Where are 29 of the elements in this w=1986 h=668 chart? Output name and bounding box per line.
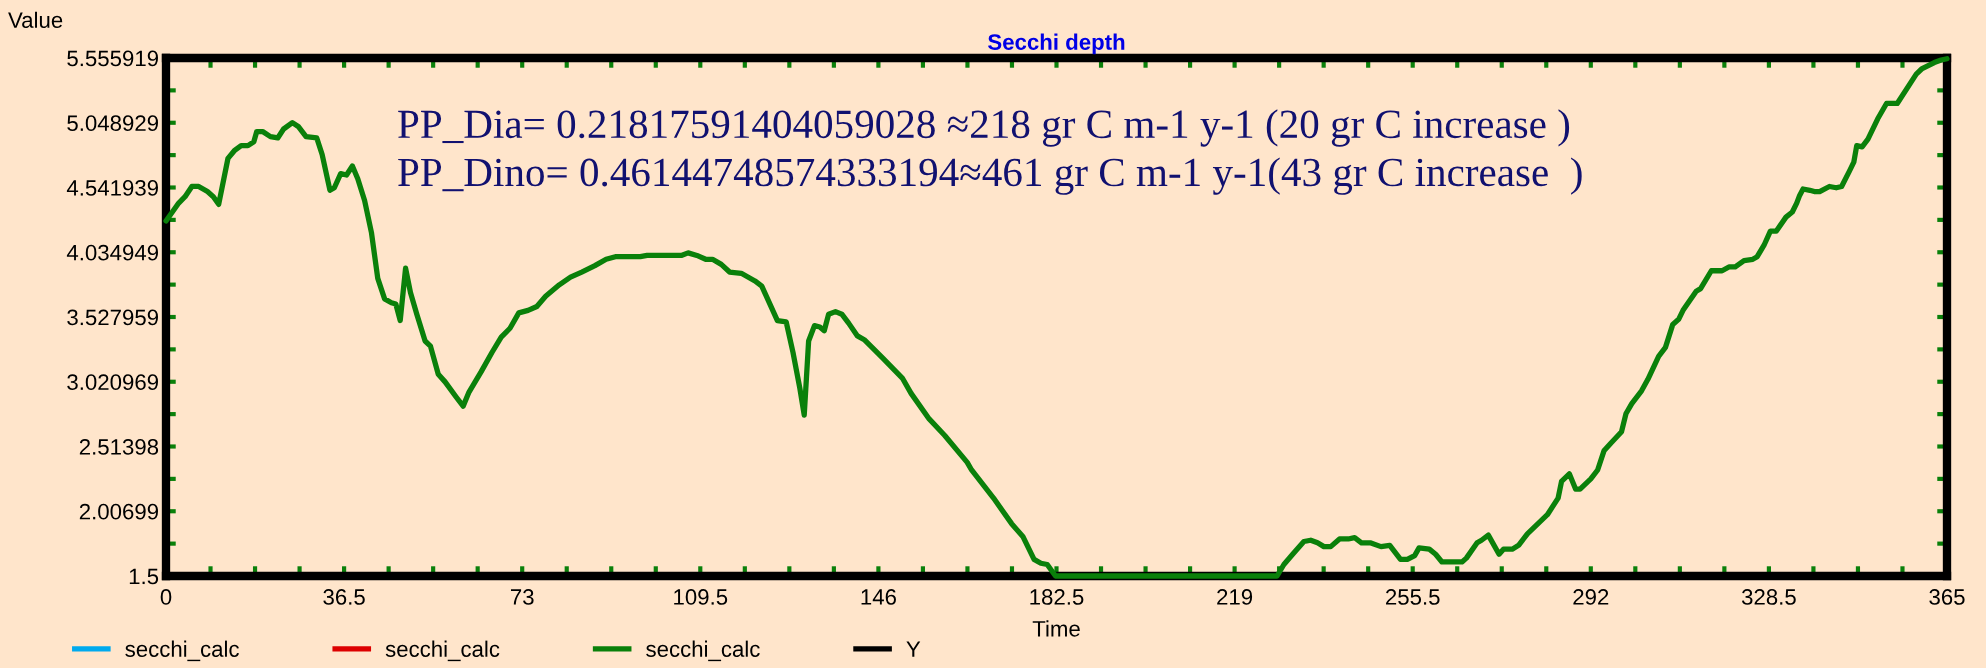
y-tick-label: 3.020969 xyxy=(67,374,159,391)
y-tick-label: 4.034949 xyxy=(66,244,159,261)
y-tick-label: 5.048929 xyxy=(67,115,159,132)
y-tick-label: 2.51398 xyxy=(79,439,159,455)
y-axis-title: Value xyxy=(8,11,63,28)
chart-title: Secchi depth xyxy=(987,33,1125,55)
x-tick-label: 36.5 xyxy=(323,589,365,605)
x-tick-label: 182.5 xyxy=(1030,589,1084,605)
x-tick-label: 328.5 xyxy=(1741,589,1796,605)
x-axis-title: Time xyxy=(1032,620,1080,637)
legend-label: secchi_calc xyxy=(125,640,239,662)
x-tick-label: 109.5 xyxy=(674,589,728,605)
annotation: PP_Dia= 0.21817591404059028 ≈218 gr C m-1 y-1 (20 gr C increase ) xyxy=(398,109,1570,147)
annotation: PP_Dino= 0.46144748574333194≈461 gr C m-1 y-1(43 gr C increase ) xyxy=(398,157,1582,195)
x-tick-label: 219 xyxy=(1217,589,1253,605)
x-tick-label: 365 xyxy=(1929,589,1965,605)
legend-label: secchi_calc xyxy=(646,640,760,662)
y-tick-label: 1.5 xyxy=(129,568,159,585)
x-tick-label: 255.5 xyxy=(1386,589,1440,605)
x-tick-label: 0 xyxy=(160,589,172,605)
y-tick-label: 4.541939 xyxy=(66,180,159,196)
legend-label: Y xyxy=(906,641,921,657)
x-tick-label: 146 xyxy=(861,589,896,605)
x-tick-label: 292 xyxy=(1573,589,1609,605)
y-tick-label: 5.555919 xyxy=(67,50,159,67)
y-tick-label: 3.527959 xyxy=(67,309,159,326)
x-tick-label: 73 xyxy=(510,589,534,605)
y-tick-label: 2.00699 xyxy=(79,503,159,520)
legend-label: secchi_calc xyxy=(385,640,500,662)
